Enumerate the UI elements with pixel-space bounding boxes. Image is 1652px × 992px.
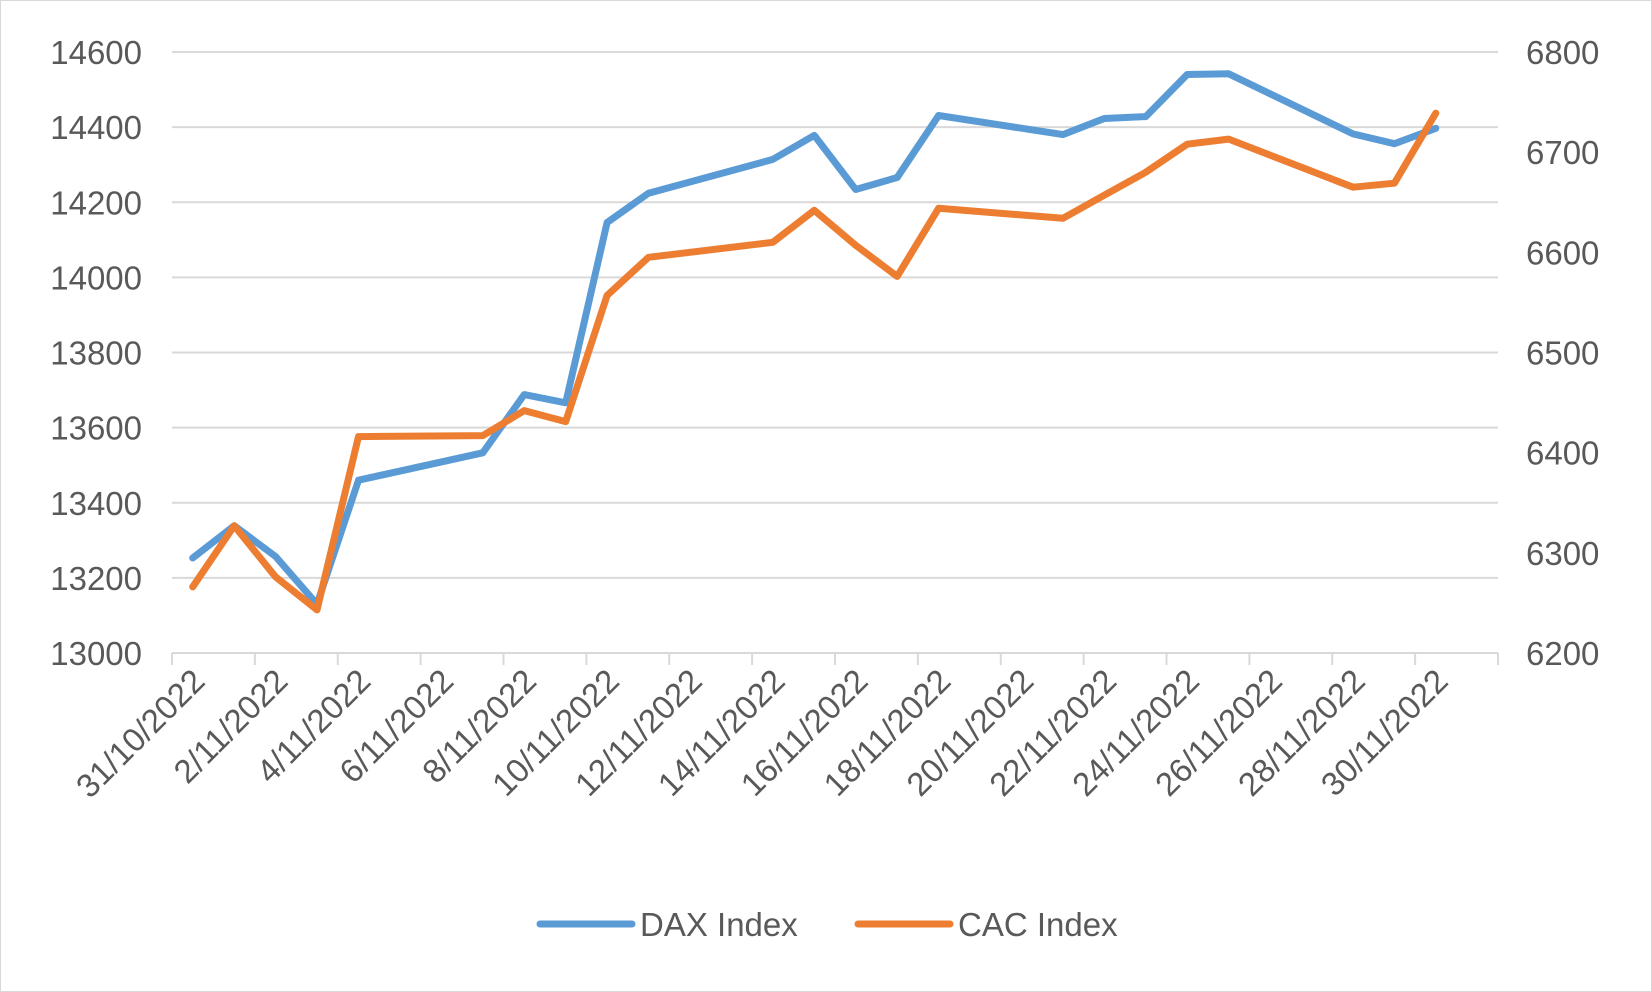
series-line-dax-index	[189, 70, 1440, 608]
legend-label-dax-index: DAX Index	[640, 906, 798, 943]
y-left-tick-label: 14600	[50, 34, 142, 71]
x-axis: 31/10/20222/11/20224/11/20226/11/20228/1…	[69, 652, 1499, 805]
series-line-cac-index	[189, 109, 1440, 614]
y-axis-left: 13000 13200 13400 13600 13800 14000 14200 14400…	[50, 34, 142, 672]
y-left-tick-label: 13000	[50, 635, 142, 672]
y-right-tick-label: 6700	[1526, 134, 1599, 171]
y-left-tick-label: 14400	[50, 109, 142, 146]
legend: DAX Index CAC Index	[536, 906, 1118, 943]
y-right-tick-label: 6500	[1526, 335, 1599, 372]
y-left-tick-label: 13200	[50, 560, 142, 597]
y-left-tick-label: 14200	[50, 184, 142, 221]
y-right-tick-label: 6300	[1526, 535, 1599, 572]
y-right-tick-label: 6800	[1526, 34, 1599, 71]
y-left-tick-label: 13800	[50, 335, 142, 372]
legend-label-cac-index: CAC Index	[958, 906, 1118, 943]
series-lines	[189, 70, 1440, 614]
y-right-tick-label: 6400	[1526, 435, 1599, 472]
y-left-tick-label: 13400	[50, 485, 142, 522]
y-right-tick-label: 6600	[1526, 234, 1599, 271]
gridlines	[172, 51, 1498, 579]
y-axis-right: 6200 6300 6400 6500 6600 6700 6800	[1526, 34, 1599, 672]
y-right-tick-label: 6200	[1526, 635, 1599, 672]
y-left-tick-label: 13600	[50, 410, 142, 447]
y-left-tick-label: 14000	[50, 259, 142, 296]
